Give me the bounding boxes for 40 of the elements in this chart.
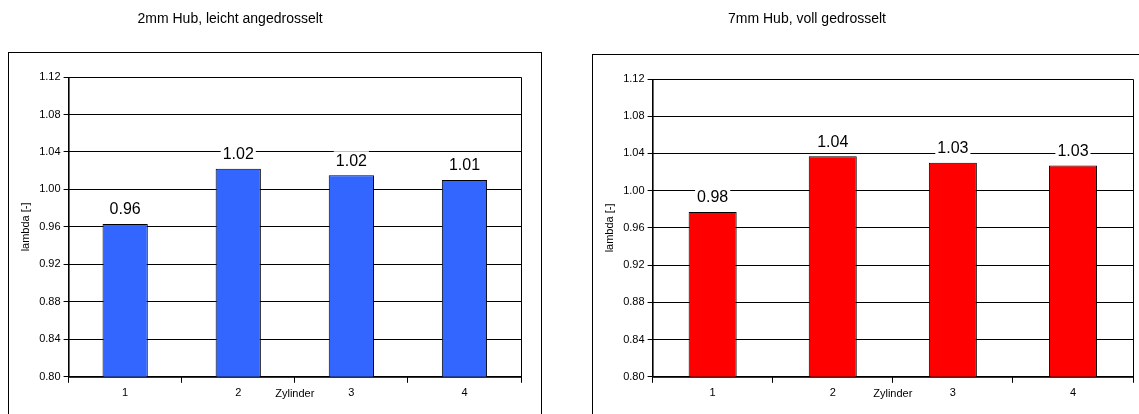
data-label: 1.04 xyxy=(817,132,849,150)
y-tick-label: 0.84 xyxy=(623,332,645,345)
y-tick-label: 1.08 xyxy=(623,109,645,122)
y-tick-label: 1.12 xyxy=(623,72,645,85)
data-label: 1.02 xyxy=(335,151,368,169)
y-tick-label: 0.80 xyxy=(623,369,645,382)
y-axis-title: lambda [-] xyxy=(602,203,615,253)
x-tick-label: 4 xyxy=(1069,386,1077,399)
data-label: 1.03 xyxy=(1057,141,1089,159)
x-tick-label: 1 xyxy=(709,386,716,399)
y-tick-label: 0.96 xyxy=(39,219,61,232)
y-tick-label: 1.04 xyxy=(39,144,61,157)
data-label: 1.02 xyxy=(222,145,254,163)
data-label: 0.98 xyxy=(697,188,729,206)
x-tick-label: 2 xyxy=(829,386,836,399)
y-tick-label: 0.88 xyxy=(39,294,61,307)
chart-title: 7mm Hub, voll gedrosselt xyxy=(728,10,886,26)
y-tick-label: 0.88 xyxy=(623,295,645,308)
x-tick-label: 3 xyxy=(348,386,355,399)
y-tick-label: 0.84 xyxy=(39,332,61,345)
data-label: 1.01 xyxy=(448,156,481,174)
y-tick-label: 1.08 xyxy=(39,107,61,120)
y-tick-label: 0.80 xyxy=(39,369,61,382)
y-tick-label: 0.92 xyxy=(39,257,61,270)
x-axis-title: Zylinder xyxy=(275,386,315,399)
y-tick-label: 0.92 xyxy=(623,258,645,271)
data-label: 1.03 xyxy=(937,139,969,157)
x-tick-label: 4 xyxy=(461,386,468,399)
y-tick-label: 0.96 xyxy=(623,220,645,233)
x-tick-label: 2 xyxy=(235,386,242,399)
x-tick-label: 1 xyxy=(122,386,129,399)
y-tick-label: 1.00 xyxy=(39,182,61,195)
chart-title: 2mm Hub, leicht angedrosselt xyxy=(137,10,323,26)
y-axis-title: lambda [-] xyxy=(18,202,31,252)
x-tick-label: 3 xyxy=(949,386,956,399)
y-tick-label: 1.04 xyxy=(623,146,645,159)
x-axis-title: Zylinder xyxy=(873,386,913,399)
y-tick-label: 1.00 xyxy=(623,183,645,196)
data-label: 0.96 xyxy=(109,200,141,218)
y-tick-label: 1.12 xyxy=(39,70,61,83)
